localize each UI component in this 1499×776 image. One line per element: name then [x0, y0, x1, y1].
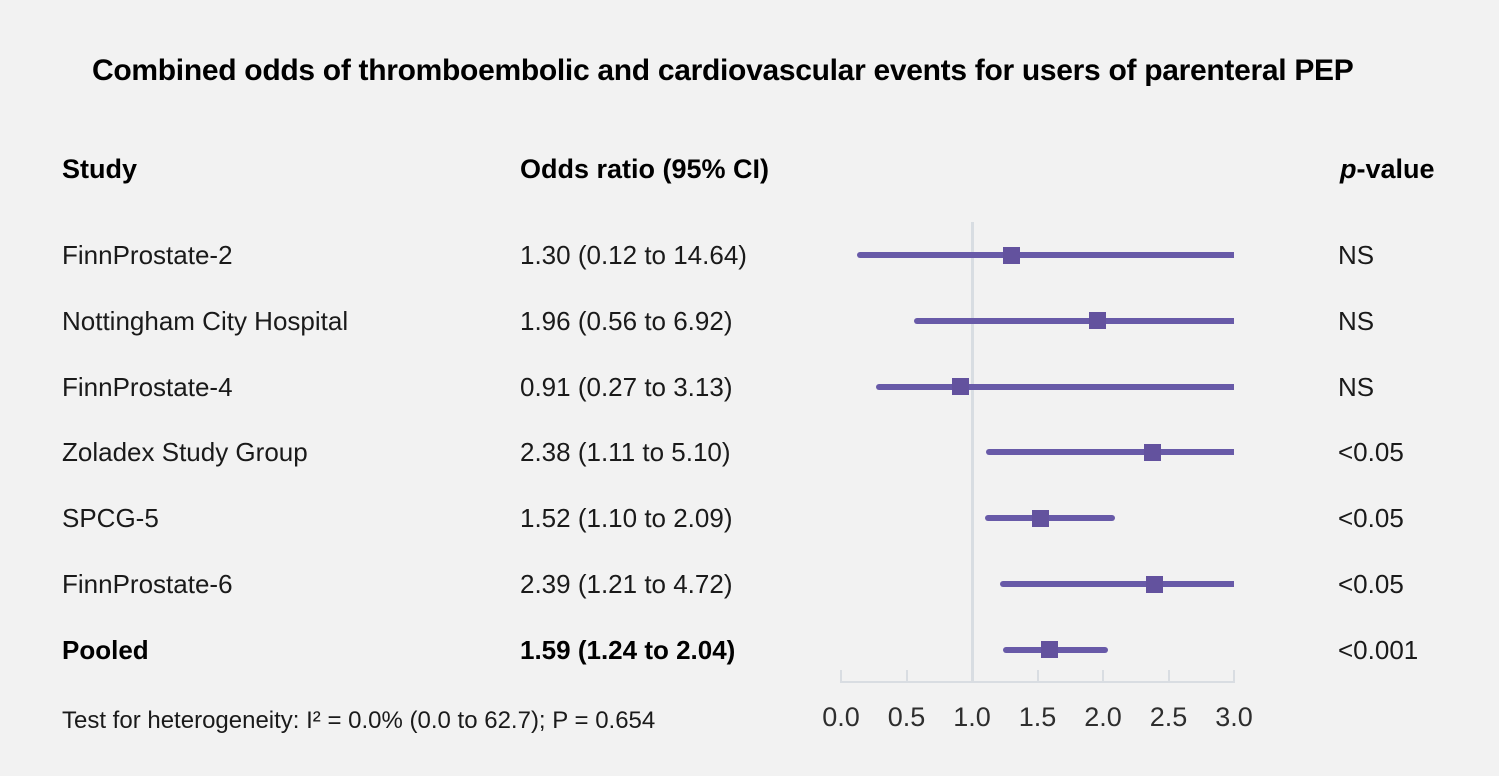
x-axis-tick: [1167, 670, 1170, 681]
study-label: Pooled: [62, 634, 149, 665]
p-value-header-italic: p: [1340, 154, 1357, 184]
or-ci-label: 1.52 (1.10 to 2.09): [520, 503, 733, 534]
x-axis-tick: [971, 670, 973, 681]
study-label: SPCG-5: [62, 503, 159, 534]
study-label: FinnProstate-4: [62, 371, 233, 402]
p-value-label: <0.05: [1338, 503, 1404, 534]
ci-line: [856, 252, 1234, 258]
or-ci-label: 1.30 (0.12 to 14.64): [520, 240, 747, 270]
or-ci-label: 2.39 (1.21 to 4.72): [520, 569, 733, 599]
or-marker: [1145, 575, 1163, 593]
ci-line: [914, 317, 1234, 324]
x-axis-tick-label: 1.0: [953, 702, 991, 732]
column-header-study: Study: [62, 154, 138, 184]
column-header-p-value: p-value: [1340, 156, 1435, 183]
column-header-odds-ratio: Odds ratio (95% CI): [520, 154, 770, 184]
x-axis-tick: [840, 670, 842, 681]
x-axis-baseline: [840, 681, 1235, 683]
study-label: Zoladex Study Group: [62, 437, 308, 468]
p-value-label: <0.05: [1338, 569, 1404, 599]
or-ci-label: 1.96 (0.56 to 6.92): [520, 305, 733, 336]
p-value-label: NS: [1338, 371, 1375, 402]
x-axis-tick-label: 0.0: [822, 702, 860, 732]
x-axis-tick: [1233, 670, 1235, 681]
ci-line: [999, 581, 1234, 587]
x-axis-tick: [1102, 670, 1104, 681]
p-value-label: NS: [1338, 305, 1375, 336]
x-axis-tick-label: 2.5: [1149, 702, 1188, 732]
or-marker: [1031, 509, 1049, 527]
x-axis-tick: [905, 670, 908, 681]
p-value-label: NS: [1338, 240, 1375, 270]
ci-line: [986, 449, 1234, 456]
reference-line: [970, 222, 974, 683]
or-marker: [1040, 641, 1058, 659]
study-label: FinnProstate-6: [62, 569, 233, 599]
or-marker: [951, 378, 969, 396]
figure-title: Combined odds of thromboembolic and card…: [92, 54, 1354, 87]
p-value-header-rest: -value: [1356, 154, 1435, 184]
or-ci-label: 1.59 (1.24 to 2.04): [520, 634, 736, 665]
ci-line: [985, 515, 1115, 522]
study-label: Nottingham City Hospital: [62, 305, 349, 336]
x-axis-tick-label: 2.0: [1084, 702, 1122, 732]
or-marker: [1089, 312, 1107, 330]
study-label: FinnProstate-2: [62, 240, 233, 270]
or-marker: [1144, 443, 1162, 461]
ci-line: [876, 383, 1234, 390]
or-marker: [1002, 246, 1020, 264]
x-axis-tick-label: 0.5: [887, 702, 926, 732]
p-value-label: <0.001: [1338, 634, 1419, 665]
x-axis-tick-label: 1.5: [1018, 702, 1057, 732]
p-value-label: <0.05: [1338, 437, 1404, 468]
heterogeneity-note: Test for heterogeneity: I² = 0.0% (0.0 t…: [62, 707, 656, 734]
x-axis-tick: [1036, 670, 1039, 681]
or-ci-label: 2.38 (1.11 to 5.10): [520, 437, 731, 468]
x-axis-tick-label: 3.0: [1215, 702, 1253, 732]
or-ci-label: 0.91 (0.27 to 3.13): [520, 371, 733, 402]
